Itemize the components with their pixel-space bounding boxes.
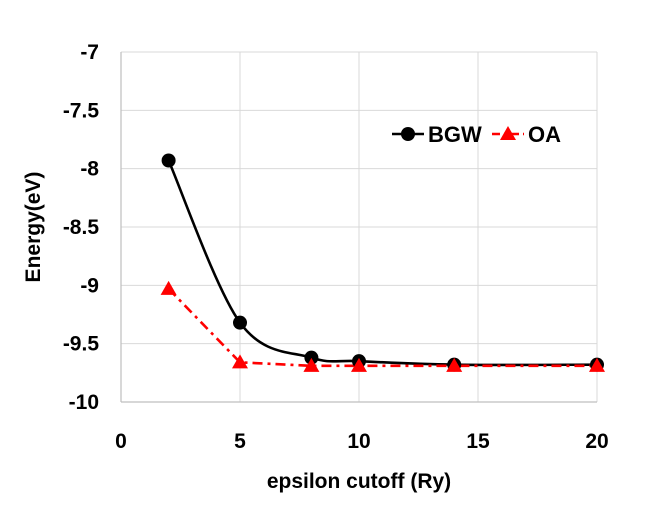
y-tick-label: -7 xyxy=(80,41,99,64)
marker-bgw xyxy=(233,315,247,330)
y-tick-label: -8 xyxy=(80,158,99,181)
marker-oa xyxy=(232,354,248,369)
series-line-bgw xyxy=(167,159,598,367)
legend-marker-bgw xyxy=(401,127,415,141)
x-tick-label: 10 xyxy=(347,430,370,453)
marker-oa xyxy=(446,357,463,372)
marker-bgw xyxy=(161,153,176,168)
legend-label-oa: OA xyxy=(528,122,561,147)
x-axis-title: epsilon cutoff (Ry) xyxy=(267,470,451,493)
grid xyxy=(121,51,598,402)
marker-oa xyxy=(351,357,367,372)
marker-oa xyxy=(303,357,320,372)
marker-oa xyxy=(589,357,605,372)
marker-oa xyxy=(160,280,177,295)
legend-label-bgw: BGW xyxy=(428,122,482,147)
x-tick-labels: 0 5 10 15 20 xyxy=(115,430,609,453)
x-tick-label: 15 xyxy=(466,430,490,453)
y-axis-title: Energy(eV) xyxy=(22,172,45,283)
y-tick-label: -9 xyxy=(80,274,99,297)
marker-bgw xyxy=(304,350,319,365)
y-tick-label: -7.5 xyxy=(63,99,100,122)
y-tick-label: -9.5 xyxy=(63,333,100,356)
series-group xyxy=(167,159,598,368)
x-tick-label: 5 xyxy=(234,430,246,453)
legend: BGW OA xyxy=(392,122,561,147)
axes xyxy=(120,52,597,403)
series-line-oa xyxy=(167,287,597,368)
y-tick-labels: -7 -7.5 -8 -8.5 -9 -9.5 -10 xyxy=(63,41,100,414)
x-tick-label: 0 xyxy=(115,430,127,453)
x-tick-label: 20 xyxy=(585,430,608,453)
legend-marker-oa xyxy=(500,126,516,140)
y-tick-label: -8.5 xyxy=(63,216,100,239)
markers-group xyxy=(160,153,605,372)
y-tick-label: -10 xyxy=(69,391,99,414)
